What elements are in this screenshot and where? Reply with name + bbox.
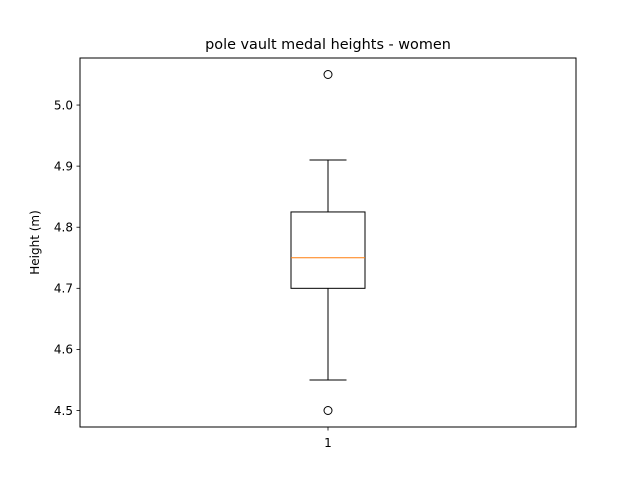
y-axis-ticks: 4.5 4.6 4.7 4.8 4.9 5.0	[54, 98, 80, 418]
y-tick-label: 4.6	[54, 343, 73, 357]
y-tick-label: 4.8	[54, 221, 73, 235]
outlier-point	[323, 406, 333, 416]
x-tick-label: 1	[324, 436, 332, 450]
y-axis-label: Height (m)	[28, 210, 42, 275]
x-axis-ticks: 1	[324, 427, 332, 450]
outlier-point	[323, 69, 333, 79]
box-1	[290, 69, 366, 416]
box-group	[290, 69, 366, 416]
y-tick-label: 4.5	[54, 404, 73, 418]
y-tick-label: 4.7	[54, 282, 73, 296]
plot-area-frame	[79, 57, 577, 428]
y-tick-label: 4.9	[54, 159, 73, 173]
interquartile-box	[290, 211, 366, 289]
y-tick-label: 5.0	[54, 98, 73, 112]
chart-title: pole vault medal heights - women	[205, 37, 451, 53]
